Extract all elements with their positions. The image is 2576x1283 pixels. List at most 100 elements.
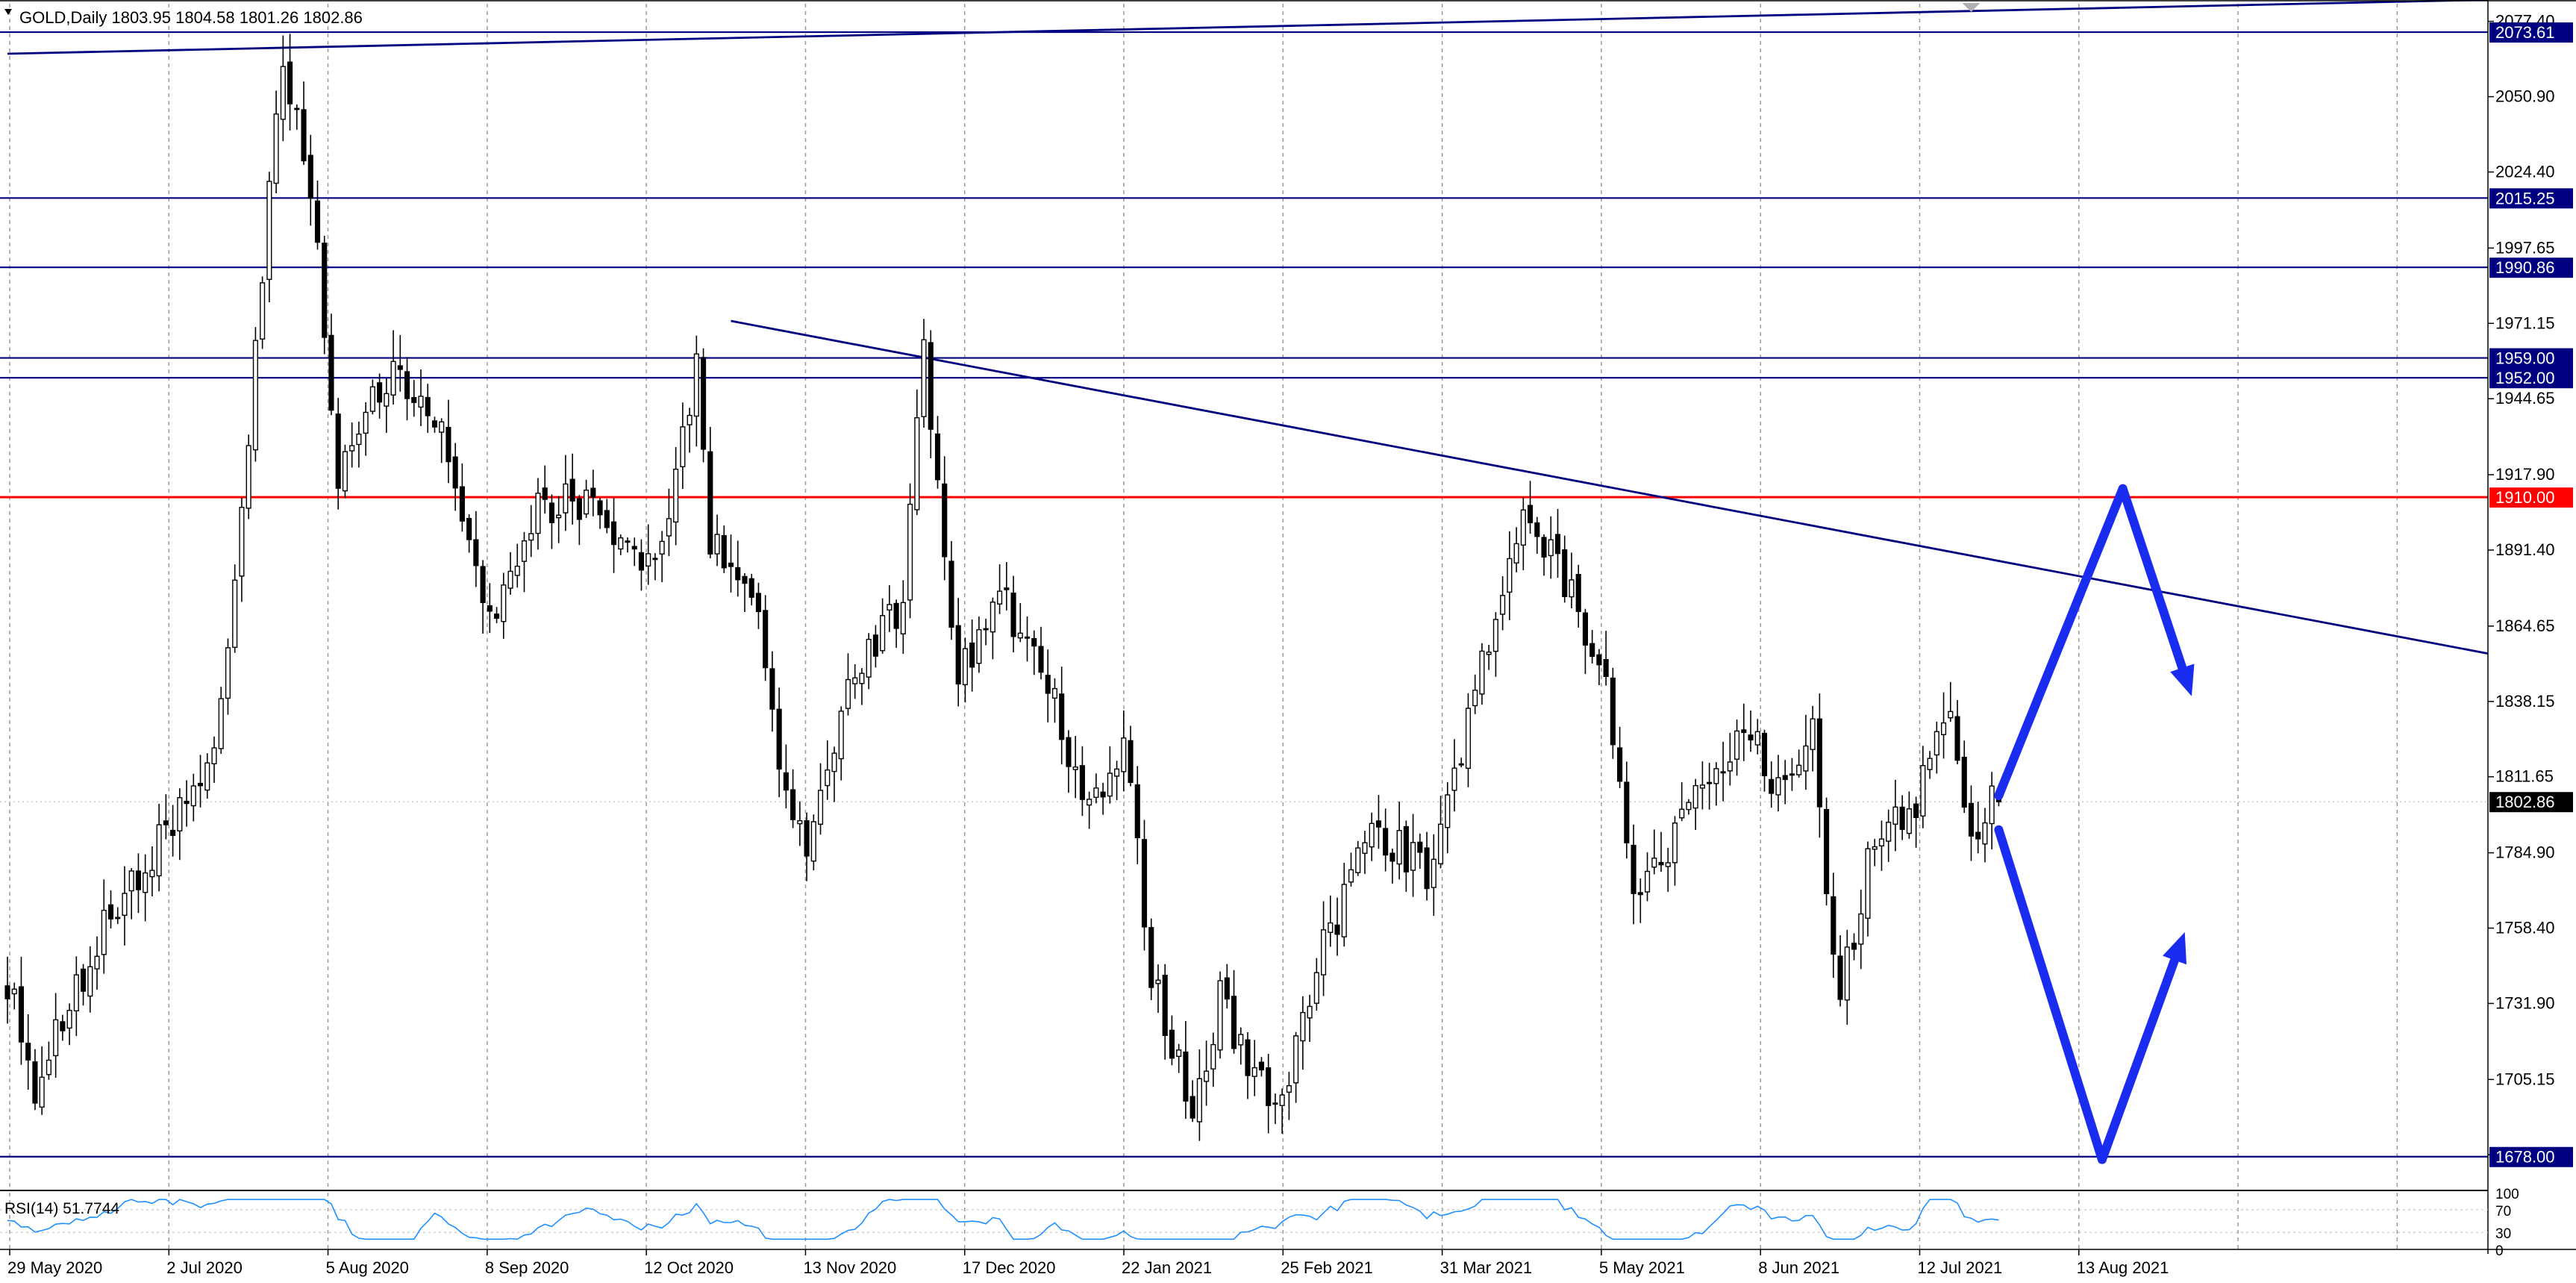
candle xyxy=(473,539,479,566)
rsi-scale-label: 30 xyxy=(2495,1226,2511,1242)
candle xyxy=(287,61,293,104)
candle xyxy=(1699,784,1705,789)
candle xyxy=(962,648,968,685)
candle xyxy=(645,553,651,567)
candle xyxy=(1975,831,1981,840)
candle xyxy=(1204,1070,1210,1082)
candle xyxy=(652,558,658,561)
candle xyxy=(693,353,699,417)
arrow-head-icon xyxy=(2170,664,2195,696)
candle xyxy=(1961,756,1967,808)
candle xyxy=(859,672,865,684)
candle xyxy=(1500,595,1506,615)
x-tick-label: 5 May 2021 xyxy=(1599,1258,1685,1277)
x-tick-label: 22 Jan 2021 xyxy=(1122,1258,1212,1277)
bullish-scenario-segment xyxy=(1994,484,2128,801)
candle xyxy=(1761,732,1768,777)
candle xyxy=(1651,858,1657,868)
candle xyxy=(1541,537,1547,558)
candle xyxy=(1072,766,1078,770)
candle xyxy=(1734,730,1740,760)
candle xyxy=(190,785,196,807)
candle xyxy=(1031,637,1037,647)
candle xyxy=(1844,946,1850,1001)
candle xyxy=(335,413,341,489)
candle xyxy=(900,602,906,634)
candle xyxy=(948,561,954,628)
x-tick-label: 17 Dec 2020 xyxy=(963,1258,1056,1277)
candle xyxy=(239,507,245,577)
y-tick-label: 1784.90 xyxy=(2495,843,2555,862)
candle xyxy=(1920,765,1926,817)
candle xyxy=(1831,896,1836,955)
candle xyxy=(914,417,920,511)
y-tick-label: 2050.90 xyxy=(2495,87,2555,106)
candle xyxy=(446,426,451,463)
candle xyxy=(1245,1039,1251,1076)
candle xyxy=(1554,534,1561,555)
candle xyxy=(1431,858,1437,888)
current-price-badge-bg xyxy=(2489,792,2573,813)
candle xyxy=(1665,862,1671,867)
candle xyxy=(87,966,93,997)
candle xyxy=(1059,693,1065,740)
candle xyxy=(887,604,892,611)
candle xyxy=(1610,677,1616,746)
candle xyxy=(1093,787,1099,798)
candle xyxy=(1183,1051,1189,1102)
y-tick-label: 1971.15 xyxy=(2495,313,2555,332)
rsi-scale-label: 100 xyxy=(2495,1187,2519,1202)
candle xyxy=(763,610,769,669)
candle xyxy=(1141,839,1148,928)
candle xyxy=(1878,838,1885,847)
candle xyxy=(1589,643,1595,658)
candle xyxy=(1948,711,1954,719)
candle xyxy=(542,487,548,500)
candle xyxy=(1169,1029,1175,1059)
candle xyxy=(260,282,266,340)
candle xyxy=(439,421,445,433)
candle xyxy=(852,677,858,684)
candle xyxy=(1624,781,1630,843)
candle xyxy=(625,540,631,543)
shift-marker-icon xyxy=(1962,3,1981,12)
x-tick-label: 12 Oct 2020 xyxy=(644,1258,734,1277)
candle xyxy=(122,893,128,917)
candle xyxy=(1010,592,1016,637)
candle xyxy=(769,668,775,710)
candle xyxy=(1403,825,1409,872)
x-tick-label: 8 Sep 2020 xyxy=(485,1258,569,1277)
level-badge-bg xyxy=(2489,368,2573,389)
candle xyxy=(783,772,789,791)
candle xyxy=(73,974,79,1012)
candle xyxy=(1231,996,1237,1049)
candle xyxy=(1927,758,1933,770)
candle xyxy=(328,334,334,411)
candle xyxy=(81,968,87,992)
x-tick-label: 29 May 2020 xyxy=(7,1258,102,1277)
candle xyxy=(1672,822,1678,864)
candle xyxy=(521,540,528,562)
candle xyxy=(776,708,782,770)
candle xyxy=(246,445,251,509)
chart-header: GOLD,Daily 1803.95 1804.58 1801.26 1802.… xyxy=(4,8,363,27)
candle xyxy=(369,386,375,412)
triangle-down-icon[interactable] xyxy=(4,9,12,15)
y-tick-label: 1811.65 xyxy=(2495,767,2554,786)
candlestick-series xyxy=(4,34,2001,1141)
candle xyxy=(1748,734,1754,741)
candle xyxy=(280,66,286,120)
level-badge-bg xyxy=(2489,22,2573,43)
x-tick-label: 2 Jul 2020 xyxy=(166,1258,243,1277)
candle xyxy=(666,518,672,537)
candle xyxy=(1548,539,1554,557)
candle xyxy=(1079,765,1085,800)
candle xyxy=(976,629,982,664)
candle xyxy=(748,578,754,598)
candle xyxy=(569,478,575,502)
candle xyxy=(266,181,272,281)
candle xyxy=(831,752,837,772)
candle xyxy=(1982,822,1988,845)
